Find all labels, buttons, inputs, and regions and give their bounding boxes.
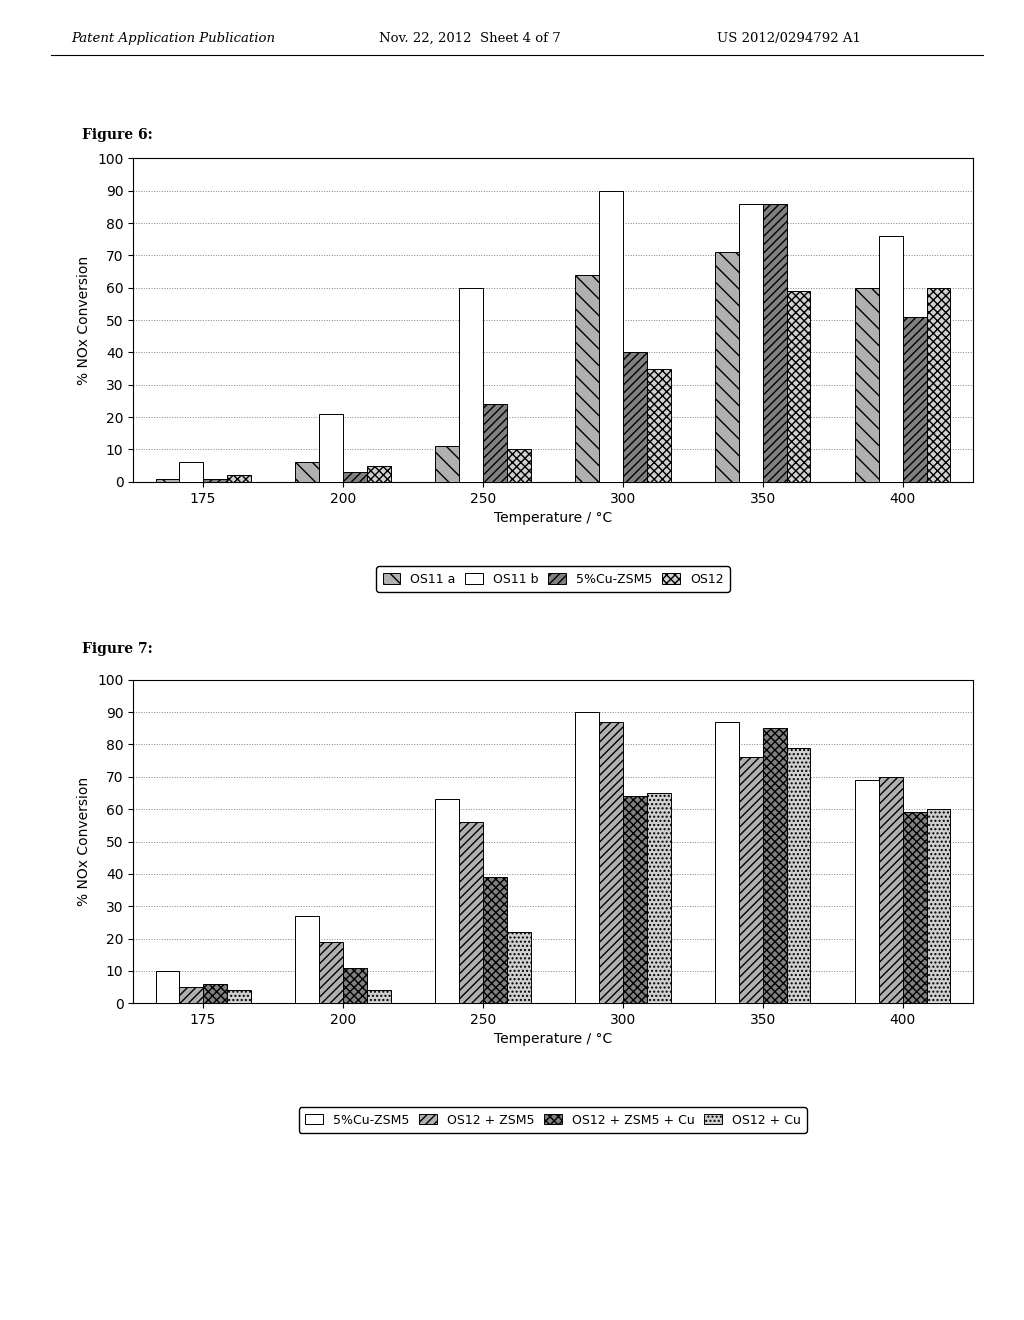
Bar — [763, 203, 786, 482]
Bar — [459, 822, 483, 1003]
Bar — [367, 990, 390, 1003]
Bar — [203, 479, 227, 482]
Bar — [739, 758, 763, 1003]
Bar — [507, 449, 530, 482]
Legend: OS11 a, OS11 b, 5%Cu-ZSM5, OS12: OS11 a, OS11 b, 5%Cu-ZSM5, OS12 — [376, 566, 730, 591]
Bar — [927, 809, 950, 1003]
Bar — [343, 473, 367, 482]
Y-axis label: % NOx Conversion: % NOx Conversion — [78, 256, 91, 384]
Bar — [623, 796, 647, 1003]
Bar — [716, 252, 739, 482]
Bar — [459, 288, 483, 482]
Bar — [599, 190, 623, 482]
Bar — [179, 462, 203, 482]
Bar — [156, 972, 179, 1003]
Bar — [575, 713, 599, 1003]
Bar — [319, 414, 343, 482]
Bar — [507, 932, 530, 1003]
Bar — [435, 446, 459, 482]
Bar — [879, 236, 903, 482]
Bar — [879, 776, 903, 1003]
Legend: 5%Cu-ZSM5, OS12 + ZSM5, OS12 + ZSM5 + Cu, OS12 + Cu: 5%Cu-ZSM5, OS12 + ZSM5, OS12 + ZSM5 + Cu… — [299, 1107, 807, 1133]
Bar — [786, 290, 810, 482]
Bar — [319, 941, 343, 1003]
Bar — [647, 793, 671, 1003]
Bar — [296, 916, 319, 1003]
Bar — [156, 479, 179, 482]
Bar — [179, 987, 203, 1003]
Bar — [483, 404, 507, 482]
Bar — [855, 288, 879, 482]
X-axis label: Temperature / °C: Temperature / °C — [494, 511, 612, 525]
Bar — [739, 203, 763, 482]
Text: Nov. 22, 2012  Sheet 4 of 7: Nov. 22, 2012 Sheet 4 of 7 — [379, 32, 560, 45]
Bar — [786, 747, 810, 1003]
Text: US 2012/0294792 A1: US 2012/0294792 A1 — [717, 32, 861, 45]
Bar — [227, 475, 251, 482]
Bar — [927, 288, 950, 482]
Bar — [903, 317, 927, 482]
Bar — [647, 368, 671, 482]
X-axis label: Temperature / °C: Temperature / °C — [494, 1032, 612, 1047]
Bar — [367, 466, 390, 482]
Bar — [763, 729, 786, 1003]
Bar — [343, 968, 367, 1003]
Bar — [716, 722, 739, 1003]
Bar — [575, 275, 599, 482]
Bar — [623, 352, 647, 482]
Bar — [203, 983, 227, 1003]
Bar — [855, 780, 879, 1003]
Bar — [296, 462, 319, 482]
Bar — [483, 876, 507, 1003]
Text: Patent Application Publication: Patent Application Publication — [72, 32, 275, 45]
Bar — [435, 800, 459, 1003]
Bar — [599, 722, 623, 1003]
Y-axis label: % NOx Conversion: % NOx Conversion — [78, 777, 91, 906]
Text: Figure 7:: Figure 7: — [82, 643, 153, 656]
Bar — [903, 812, 927, 1003]
Text: Figure 6:: Figure 6: — [82, 128, 153, 141]
Bar — [227, 990, 251, 1003]
